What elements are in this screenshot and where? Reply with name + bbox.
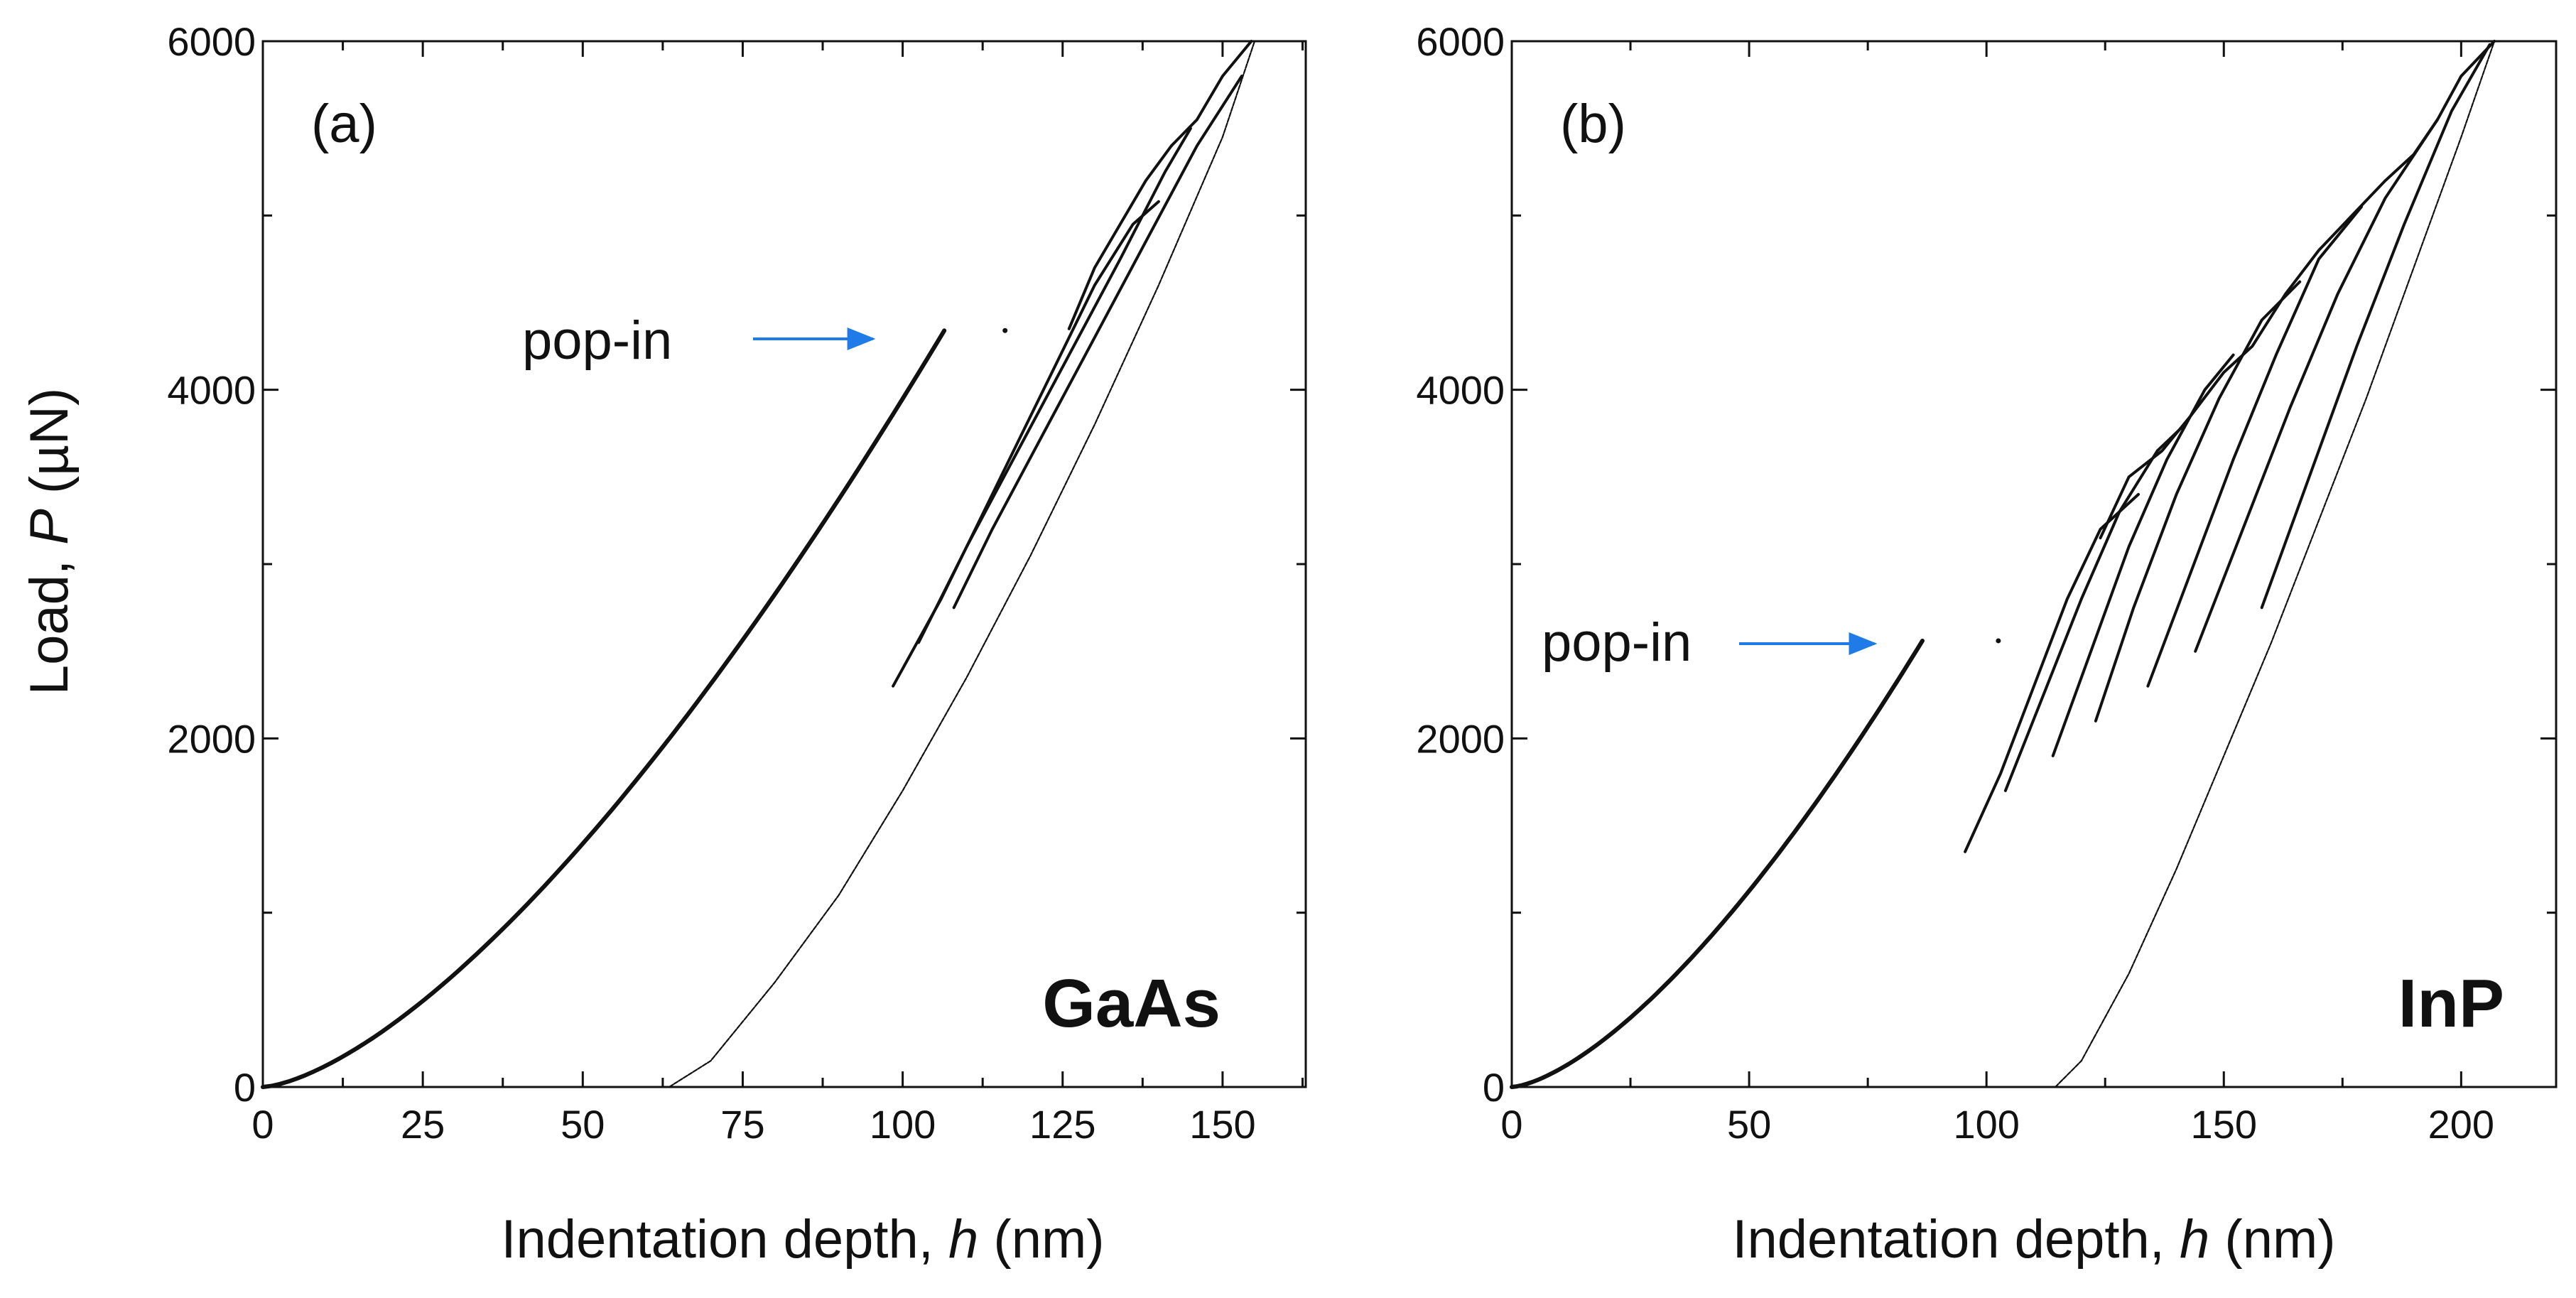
plot-frame <box>1510 40 2558 1088</box>
series-loading-before-pop-in <box>1510 638 1925 1089</box>
panel-letter: (b) <box>1560 94 1626 154</box>
x-tick-label: 75 <box>720 1102 764 1147</box>
x-tick-label: 100 <box>1953 1102 2019 1147</box>
y-axis-title: Load, P (µN) <box>19 388 80 695</box>
series-final-unloading <box>668 40 1256 1088</box>
series-reload-5 <box>2146 205 2363 688</box>
y-tick-label: 0 <box>1483 1065 1505 1110</box>
x-tick-label: 25 <box>401 1102 445 1147</box>
x-tick-label: 0 <box>251 1102 274 1147</box>
x-tick-label: 50 <box>561 1102 605 1147</box>
series-reload-6 <box>2194 118 2439 653</box>
y-tick-label: 6000 <box>167 19 256 64</box>
series-reload-7 <box>2260 43 2491 610</box>
panel-a: 0 25 50 75 100 125 150 0 2000 4000 6000 (a) GaAs pop-… <box>167 19 1307 1147</box>
series-reload-3 <box>2051 353 2235 757</box>
x-tick-label: 50 <box>1727 1102 1771 1147</box>
y-tick-label: 4000 <box>167 368 256 413</box>
series-reload-2 <box>2003 426 2183 792</box>
x-tick-label: 125 <box>1029 1102 1095 1147</box>
x-tick-label: 150 <box>1189 1102 1255 1147</box>
series-pop-in-point <box>1002 328 1008 333</box>
y-tick-label: 2000 <box>167 716 256 761</box>
series-reload-2 <box>917 126 1192 644</box>
series-reload-3 <box>952 75 1243 610</box>
pop-in-label: pop-in <box>522 310 672 371</box>
x-tick-label: 0 <box>1500 1102 1522 1147</box>
y-tick-label: 4000 <box>1416 368 1505 413</box>
series-loading-before-pop-in <box>261 328 947 1089</box>
x-tick-label: 150 <box>2191 1102 2257 1147</box>
material-label: GaAs <box>1042 966 1221 1042</box>
series-pop-in-point <box>1996 638 2001 644</box>
x-tick-label: 200 <box>2428 1102 2494 1147</box>
series-envelope <box>2099 40 2496 540</box>
panel-letter: (a) <box>311 94 377 154</box>
x-tick-label: 100 <box>870 1102 936 1147</box>
y-tick-label: 2000 <box>1416 716 1505 761</box>
plot-frame <box>261 40 1307 1088</box>
series-envelope <box>1067 40 1253 330</box>
y-tick-label: 6000 <box>1416 19 1505 64</box>
y-tick-label: 0 <box>234 1065 256 1110</box>
material-label: InP <box>2398 966 2504 1042</box>
x-axis-title-a: Indentation depth, h (nm) <box>501 1209 1104 1270</box>
series-final-unloading <box>2055 40 2496 1088</box>
pop-in-label: pop-in <box>1542 612 1692 673</box>
x-axis-title-b: Indentation depth, h (nm) <box>1732 1209 2335 1270</box>
series-reload-4 <box>2094 280 2302 723</box>
